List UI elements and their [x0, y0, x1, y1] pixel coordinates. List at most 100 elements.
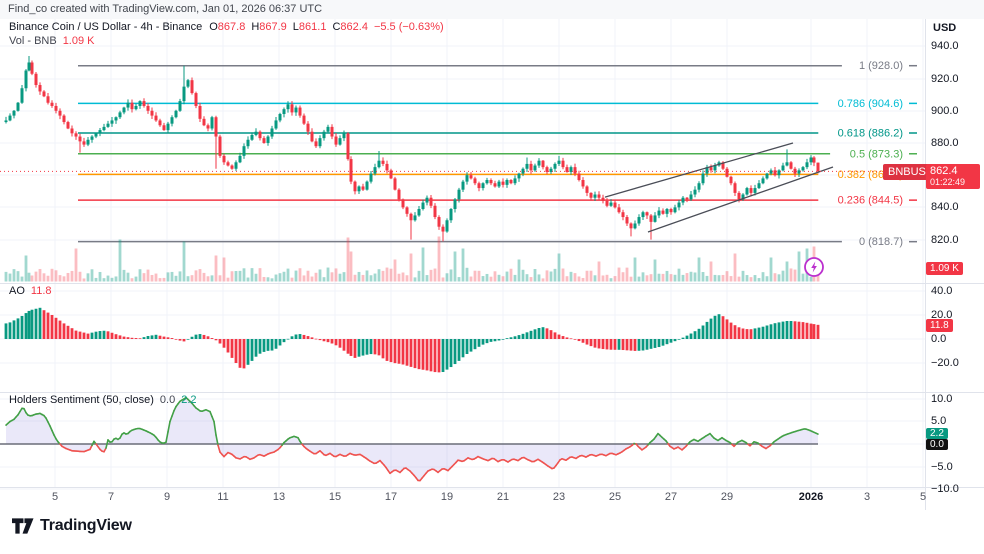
- ao-bar: [98, 331, 102, 339]
- symbol-title[interactable]: Binance Coin / US Dollar - 4h - Binance: [9, 21, 203, 33]
- volume-bar: [385, 267, 389, 282]
- currency-label[interactable]: USD: [933, 22, 957, 34]
- ao-bar: [777, 322, 781, 339]
- volume-bar: [725, 271, 729, 282]
- ao-bar: [441, 339, 445, 372]
- ao-bar: [353, 339, 357, 358]
- volume-bar: [118, 239, 122, 282]
- ao-bar: [298, 334, 302, 339]
- price-tick: 880.0: [931, 137, 959, 149]
- ao-bar: [186, 339, 190, 340]
- ao-bar: [342, 339, 346, 351]
- volume-bar: [306, 270, 310, 282]
- sentiment-current-value: 2.2: [181, 394, 197, 406]
- sentiment-tick: −5.0: [931, 461, 953, 473]
- candle-body: [577, 173, 581, 181]
- volume-bar: [617, 267, 621, 282]
- ao-bar: [130, 337, 134, 339]
- sentiment-value-badge: 2.2: [926, 428, 948, 439]
- candle-body: [485, 180, 489, 184]
- price-tick: 900.0: [931, 105, 959, 117]
- volume-bar: [441, 277, 445, 282]
- ao-bar: [74, 330, 78, 339]
- ao-bar: [421, 339, 425, 370]
- ao-bar: [381, 339, 385, 359]
- ao-bar: [433, 339, 437, 373]
- volume-bar: [122, 269, 126, 282]
- candle-body: [210, 117, 214, 129]
- volume-bar: [585, 270, 589, 282]
- fib-level-label: 0 (818.7): [859, 236, 903, 248]
- candle-body: [816, 162, 820, 172]
- candle-body: [38, 85, 42, 92]
- sentiment-legend[interactable]: Holders Sentiment (50, close) 0.0 2.2: [9, 394, 197, 406]
- ao-bar: [629, 339, 633, 351]
- ao-bar: [190, 336, 194, 339]
- volume-bar: [206, 276, 210, 282]
- candle-body: [557, 160, 561, 164]
- ao-bar: [334, 339, 338, 346]
- volume-bar: [565, 276, 569, 282]
- candle-body: [326, 126, 330, 132]
- ao-bar: [565, 337, 569, 339]
- candle-body: [625, 217, 629, 224]
- ao-bar: [509, 337, 513, 339]
- volume-bar: [170, 271, 174, 282]
- volume-legend[interactable]: Vol - BNB 1.09 K: [9, 35, 95, 47]
- volume-bar: [397, 273, 401, 282]
- candle-body: [749, 188, 753, 193]
- sentiment-line-segment: [49, 425, 53, 432]
- volume-bar: [721, 274, 725, 282]
- ao-bar: [805, 322, 809, 339]
- volume-bar: [110, 277, 114, 282]
- ao-bar: [310, 337, 314, 339]
- sentiment-line-segment: [211, 415, 215, 423]
- volume-bar: [613, 276, 617, 282]
- ao-bar: [769, 324, 773, 339]
- ao-bar: [625, 339, 629, 351]
- volume-bar: [74, 248, 78, 282]
- volume-bar: [365, 270, 369, 282]
- ao-bar: [437, 339, 441, 373]
- boost-lightning-icon[interactable]: [803, 256, 825, 278]
- candle-body: [142, 101, 146, 106]
- ao-bar: [250, 339, 254, 361]
- tradingview-logo[interactable]: TradingView: [12, 517, 132, 535]
- ao-bar: [689, 333, 693, 339]
- candle-body: [218, 136, 222, 156]
- ao-legend[interactable]: AO 11.8: [9, 285, 52, 297]
- sentiment-line-segment: [167, 420, 171, 433]
- candle-body: [190, 80, 194, 94]
- trend-channel-line[interactable]: [647, 166, 834, 233]
- tradingview-logo-icon: [12, 518, 34, 534]
- candle-body: [8, 115, 12, 121]
- ao-bar: [669, 339, 673, 343]
- volume-bar: [801, 273, 805, 282]
- symbol-legend[interactable]: Binance Coin / US Dollar - 4h - Binance …: [9, 21, 444, 33]
- time-tick-label: 9: [163, 491, 171, 503]
- ao-bar: [42, 310, 46, 339]
- candle-body: [441, 226, 445, 232]
- candle-body: [150, 110, 154, 116]
- candle-body: [70, 128, 74, 134]
- candle-body: [773, 170, 777, 176]
- volume-bar: [210, 275, 214, 282]
- trend-channel-line[interactable]: [604, 142, 794, 198]
- volume-bar: [501, 276, 505, 282]
- candle-body: [437, 217, 441, 227]
- ao-bar: [809, 323, 813, 339]
- volume-bar: [222, 257, 226, 282]
- candle-body: [198, 105, 202, 119]
- volume-bar: [330, 272, 334, 282]
- candle-body: [126, 102, 130, 108]
- ao-bar: [214, 339, 218, 341]
- candle-body: [425, 197, 429, 203]
- volume-bar: [58, 275, 62, 282]
- ao-bar: [425, 339, 429, 371]
- time-tick-label: 15: [328, 491, 342, 503]
- candle-body: [461, 181, 465, 190]
- candle-body: [733, 183, 737, 193]
- volume-bar: [381, 270, 385, 282]
- ao-bar: [274, 339, 278, 349]
